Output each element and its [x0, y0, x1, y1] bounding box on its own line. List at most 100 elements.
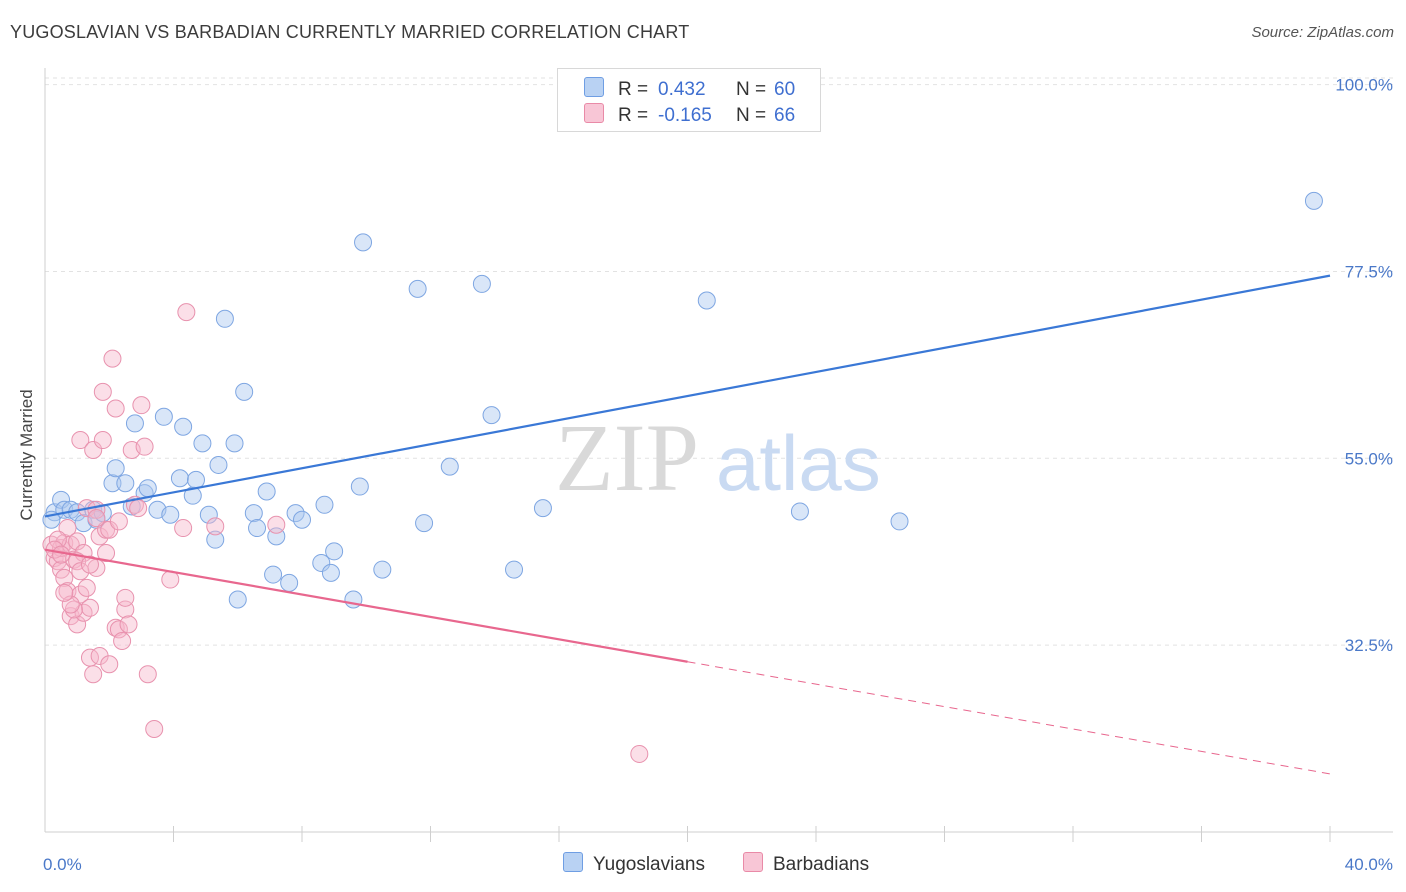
point-barbadians — [55, 568, 74, 587]
legend-n-value: 60 — [774, 79, 796, 100]
point-yugoslavians — [138, 479, 157, 498]
point-yugoslavians — [505, 560, 524, 579]
point-yugoslavians — [373, 560, 392, 579]
point-yugoslavians — [209, 455, 228, 474]
point-barbadians — [48, 530, 67, 549]
point-yugoslavians — [697, 291, 716, 310]
bottom-legend-barbadians: Barbadians — [743, 852, 869, 876]
point-yugoslavians — [415, 514, 434, 533]
point-barbadians — [145, 720, 164, 739]
point-yugoslavians — [293, 510, 311, 529]
watermark: ZIP atlas — [555, 404, 881, 511]
point-barbadians — [106, 399, 125, 418]
trend-line-barbadians-extension — [687, 661, 1331, 775]
point-barbadians — [109, 620, 128, 639]
point-yugoslavians — [440, 457, 459, 476]
legend-swatch-barbadians — [584, 103, 604, 123]
bottom-legend-label-barbadians: Barbadians — [773, 854, 870, 875]
y-tick-label: 100.0% — [1335, 76, 1393, 95]
point-barbadians — [132, 396, 151, 415]
point-yugoslavians — [125, 414, 144, 433]
point-yugoslavians — [408, 279, 427, 298]
axes — [44, 68, 1393, 842]
point-barbadians — [61, 595, 80, 614]
point-barbadians — [93, 431, 112, 450]
point-barbadians — [68, 532, 87, 551]
point-yugoslavians — [161, 505, 180, 524]
point-yugoslavians — [321, 563, 340, 582]
legend-swatch-yugoslavians — [584, 77, 604, 97]
point-yugoslavians — [170, 469, 189, 488]
y-tick-label: 55.0% — [1345, 449, 1393, 468]
point-barbadians — [64, 600, 83, 619]
y-axis-ticks: 32.5% 55.0% 77.5% 100.0% — [1335, 76, 1393, 656]
y-axis-label: Currently Married — [17, 389, 36, 520]
point-barbadians — [93, 382, 112, 401]
point-barbadians — [177, 303, 196, 322]
point-yugoslavians — [315, 495, 334, 514]
point-barbadians — [135, 437, 154, 456]
point-yugoslavians — [174, 417, 193, 436]
point-yugoslavians — [257, 482, 276, 501]
point-barbadians — [71, 562, 90, 581]
point-yugoslavians — [186, 470, 205, 489]
point-yugoslavians — [215, 309, 234, 328]
trend-line-barbadians — [44, 548, 688, 663]
point-yugoslavians — [199, 505, 218, 524]
point-barbadians — [630, 744, 649, 763]
point-yugoslavians — [790, 502, 809, 521]
point-barbadians — [206, 517, 225, 536]
point-barbadians — [77, 578, 96, 597]
point-barbadians — [87, 509, 106, 528]
point-yugoslavians — [122, 497, 141, 516]
point-yugoslavians — [482, 406, 501, 425]
point-barbadians — [52, 545, 71, 564]
gridlines — [45, 77, 1393, 646]
trend-lines — [44, 274, 1331, 775]
point-yugoslavians — [280, 573, 299, 592]
legend-n-label: N = — [736, 105, 767, 126]
point-barbadians — [100, 655, 119, 674]
point-barbadians — [138, 665, 157, 684]
legend-row-barbadians: R = -0.165 N = 66 — [584, 103, 795, 127]
legend-n-label: N = — [736, 79, 767, 100]
bottom-legend-label-yugoslavians: Yugoslavians — [593, 854, 705, 875]
point-barbadians — [80, 555, 99, 574]
chart-title: YUGOSLAVIAN VS BARBADIAN CURRENTLY MARRI… — [10, 22, 690, 42]
legend-r-label: R = — [618, 105, 649, 126]
scatter-points — [42, 110, 1323, 763]
point-barbadians — [84, 441, 103, 459]
legend-r-value: -0.165 — [658, 105, 712, 126]
point-yugoslavians — [325, 542, 344, 561]
point-yugoslavians — [312, 553, 331, 572]
point-yugoslavians — [193, 434, 212, 453]
point-yugoslavians — [248, 519, 267, 538]
point-yugoslavians — [228, 590, 247, 609]
correlation-legend: R = 0.432 N = 60 R = -0.165 N = 66 — [557, 68, 821, 132]
watermark-zip: ZIP — [555, 404, 699, 511]
point-yugoslavians — [244, 504, 263, 523]
point-yugoslavians — [235, 382, 254, 401]
point-barbadians — [97, 543, 116, 562]
point-yugoslavians — [354, 233, 373, 252]
point-yugoslavians — [225, 434, 244, 453]
point-yugoslavians — [154, 407, 173, 426]
point-barbadians — [109, 512, 128, 531]
point-yugoslavians — [1304, 191, 1323, 210]
point-yugoslavians — [533, 499, 552, 518]
y-tick-label: 77.5% — [1345, 262, 1393, 281]
point-barbadians — [113, 632, 132, 650]
point-barbadians — [55, 583, 74, 602]
point-barbadians — [71, 585, 90, 604]
point-yugoslavians — [106, 459, 125, 478]
x-tick-label-max: 40.0% — [1345, 855, 1393, 874]
point-yugoslavians — [264, 565, 283, 584]
bottom-legend-swatch-barbadians — [743, 852, 763, 872]
point-yugoslavians — [890, 512, 909, 531]
point-yugoslavians — [206, 530, 225, 549]
point-barbadians — [267, 515, 286, 534]
point-barbadians — [71, 431, 90, 450]
legend-n-value: 66 — [774, 105, 796, 126]
bottom-legend-yugoslavians: Yugoslavians — [563, 852, 705, 876]
